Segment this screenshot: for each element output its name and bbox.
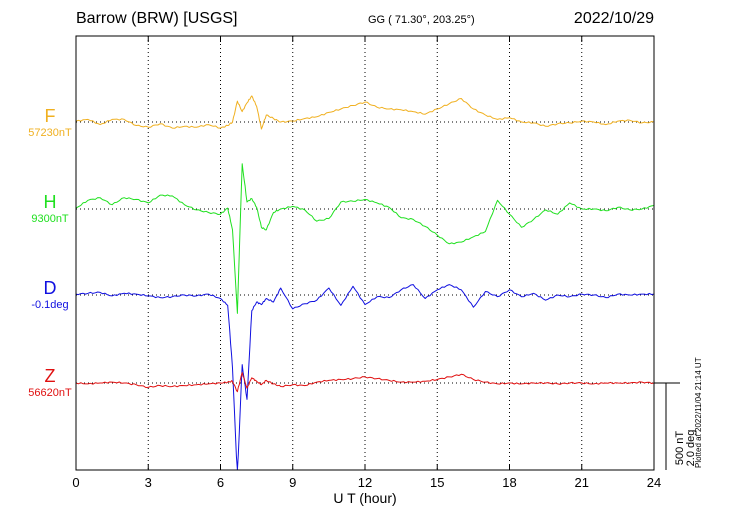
scale-bar: 500 nT 2.0 deg — [654, 382, 697, 470]
geographic-coordinates: GG ( 71.30°, 203.25°) — [368, 14, 475, 26]
component-name: D — [43, 278, 57, 298]
scale-deg-label: 2.0 deg — [685, 430, 697, 467]
xtick-label-12: 12 — [358, 475, 372, 490]
data-traces — [75, 95, 655, 471]
xtick-label-18: 18 — [502, 475, 516, 490]
plot-date: 2022/10/29 — [573, 10, 654, 27]
series-Z-line — [75, 372, 655, 393]
component-label-D: D -0.1deg — [15, 278, 85, 311]
xtick-label-15: 15 — [430, 475, 444, 490]
component-label-H: H 9300nT — [15, 192, 85, 225]
xtick-label-9: 9 — [289, 475, 296, 490]
x-axis-ticks: 0 3 6 9 12 15 18 21 24 — [72, 36, 661, 490]
series-F-line — [75, 95, 655, 130]
xtick-label-21: 21 — [575, 475, 589, 490]
station-title: Barrow (BRW) [USGS] — [76, 10, 238, 27]
component-baseline-value: -0.1deg — [31, 299, 69, 311]
xtick-label-24: 24 — [647, 475, 661, 490]
x-axis-label: U T (hour) — [333, 490, 396, 506]
series-H-line — [75, 163, 655, 314]
component-baseline-value: 57230nT — [28, 127, 72, 139]
component-label-Z: Z 56620nT — [15, 366, 85, 399]
grid-lines — [76, 36, 654, 470]
component-baseline-value: 56620nT — [28, 387, 72, 399]
plotted-timestamp: Plotted at 2022/11/04 21:14 UT — [694, 357, 703, 468]
component-name: F — [44, 106, 56, 126]
xtick-label-0: 0 — [72, 475, 79, 490]
component-baseline-value: 9300nT — [31, 213, 69, 225]
series-D-line — [75, 284, 655, 471]
scale-nt-label: 500 nT — [674, 431, 686, 466]
xtick-label-3: 3 — [145, 475, 152, 490]
component-name: H — [43, 192, 57, 212]
component-label-F: F 57230nT — [15, 106, 85, 139]
xtick-label-6: 6 — [217, 475, 224, 490]
component-name: Z — [44, 366, 56, 386]
